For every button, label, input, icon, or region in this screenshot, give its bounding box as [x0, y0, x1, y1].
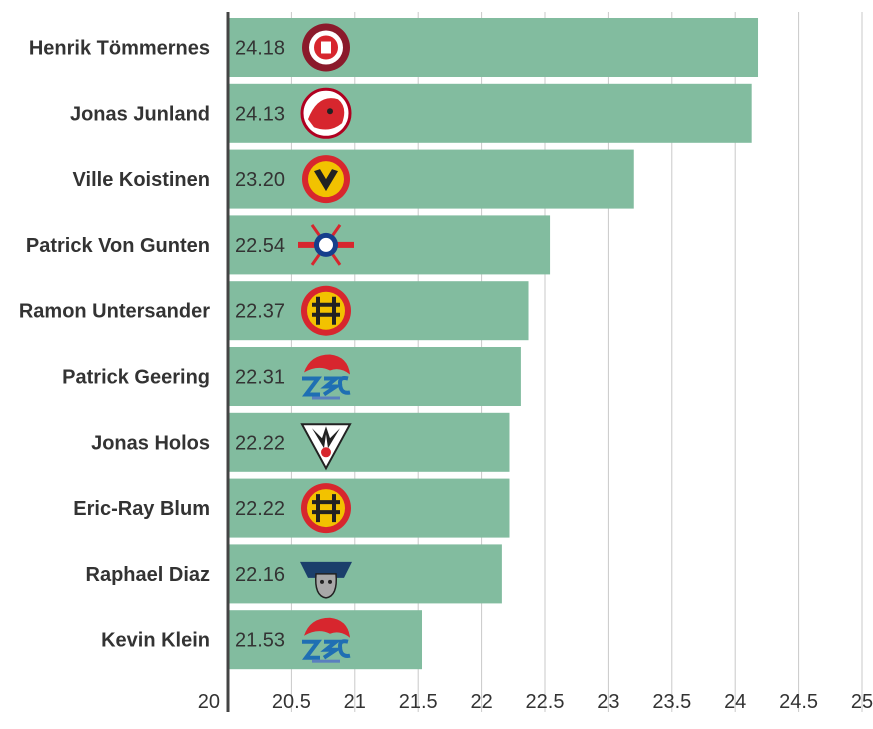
player-name-label: Henrik Tömmernes — [29, 38, 210, 60]
value-label: 22.16 — [235, 564, 285, 586]
kloten-logo — [298, 224, 354, 266]
bar — [228, 478, 510, 538]
value-label: 21.53 — [235, 630, 285, 652]
zsc-lions-logo — [302, 617, 351, 663]
value-label: 24.13 — [235, 103, 285, 125]
player-name-label: Ramon Untersander — [19, 301, 210, 323]
value-label: 22.22 — [235, 498, 285, 520]
value-label: 22.37 — [235, 301, 285, 323]
x-tick-label: 22 — [470, 691, 492, 713]
x-tick-label: 23 — [597, 691, 619, 713]
bar — [228, 544, 502, 604]
x-tick-label: 20.5 — [272, 691, 311, 713]
value-label: 22.31 — [235, 367, 285, 389]
value-label: 23.20 — [235, 169, 285, 191]
value-label: 24.18 — [235, 38, 285, 60]
ev-zug-logo — [300, 561, 352, 599]
player-name-label: Eric-Ray Blum — [73, 498, 210, 520]
x-tick-label: 23.5 — [652, 691, 691, 713]
sc-bern-logo — [301, 483, 351, 534]
player-name-label: Ville Koistinen — [73, 169, 210, 191]
bar — [228, 215, 551, 275]
category-labels: Henrik Tömmernes Jonas Junland Ville Koist… — [19, 38, 210, 652]
x-tick-label: 24 — [724, 691, 746, 713]
lausanne-lion-logo — [300, 87, 352, 139]
value-label: 22.54 — [235, 235, 285, 257]
zsc-lions-logo — [302, 354, 351, 400]
scl-tigers-logo — [302, 155, 350, 204]
x-tick-label: 21 — [344, 691, 366, 713]
team-logos — [298, 23, 354, 663]
bar — [228, 347, 521, 406]
fribourg-gotteron-logo — [300, 423, 352, 471]
bar — [228, 412, 510, 472]
geneve-servette-logo — [302, 23, 350, 72]
player-name-label: Kevin Klein — [101, 630, 210, 652]
player-name-label: Raphael Diaz — [86, 564, 210, 586]
x-tick-label: 25 — [851, 691, 873, 713]
player-name-label: Patrick Geering — [62, 367, 210, 389]
x-tick-label: 22.5 — [526, 691, 565, 713]
player-name-label: Jonas Holos — [91, 432, 210, 454]
x-axis-ticks: 20 20.5 21 21.5 22 22.5 23 23.5 24 24.5 25 — [198, 691, 873, 713]
bar — [228, 149, 634, 209]
value-labels: 24.18 24.13 23.20 22.54 22.37 22.31 22.22 22.22… — [235, 38, 285, 652]
player-name-label: Patrick Von Gunten — [26, 235, 210, 257]
x-tick-label: 24.5 — [779, 691, 818, 713]
x-tick-label: 20 — [198, 691, 220, 713]
sc-bern-logo — [301, 285, 351, 336]
player-name-label: Jonas Junland — [70, 103, 210, 125]
value-label: 22.22 — [235, 432, 285, 454]
x-tick-label: 21.5 — [399, 691, 438, 713]
bar — [228, 281, 529, 341]
